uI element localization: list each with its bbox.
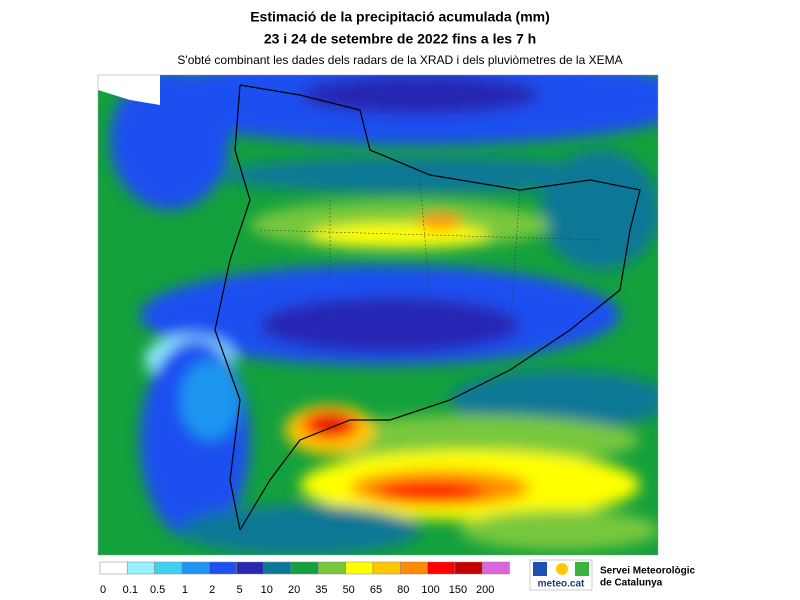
legend-swatch (400, 561, 428, 575)
legend-swatch (181, 561, 210, 575)
legend-swatch (481, 561, 510, 575)
legend-label: 2 (209, 584, 215, 596)
legend-swatch (154, 561, 183, 575)
legend-swatch (99, 561, 128, 575)
legend-label: 0 (100, 584, 106, 596)
legend-label: 0.5 (150, 584, 165, 596)
legend-label: 5 (236, 584, 242, 596)
legend-label: 10 (261, 584, 273, 596)
legend-label: 65 (370, 584, 382, 596)
logo-org-line1: Servei Meteorològic (600, 566, 695, 577)
note: S'obté combinant les dades dels radars d… (177, 53, 622, 67)
legend-swatch (263, 561, 292, 575)
legend-swatch (208, 561, 237, 575)
legend-label: 50 (343, 584, 355, 596)
legend-swatch (318, 561, 346, 575)
legend-label: 100 (421, 584, 439, 596)
title: Estimació de la precipitació acumulada (… (250, 9, 550, 25)
logo-brand: meteo.cat (538, 579, 585, 590)
legend-swatch (290, 561, 319, 575)
legend-label: 1 (182, 584, 188, 596)
logo: meteo.cat Servei Meteorològic de Catalun… (529, 559, 695, 591)
legend-swatch (127, 561, 155, 575)
legend-swatch (454, 561, 483, 575)
legend-label: 0.1 (123, 584, 138, 596)
logo-org-line2: de Catalunya (600, 578, 663, 589)
legend-label: 150 (449, 584, 467, 596)
legend-swatch (345, 561, 374, 575)
legend-swatch (236, 561, 265, 575)
legend-swatch (427, 561, 456, 575)
legend-label: 20 (288, 584, 300, 596)
legend-label: 200 (476, 584, 494, 596)
legend-label: 35 (315, 584, 327, 596)
subtitle: 23 i 24 de setembre de 2022 fins a les 7… (264, 31, 536, 47)
legend: 0 0.1 0.5 1 2 5 10 20 35 50 65 80 100 150 200 (99, 561, 510, 596)
legend-swatch (372, 561, 401, 575)
legend-label: 80 (397, 584, 409, 596)
precipitation-map (98, 75, 658, 555)
